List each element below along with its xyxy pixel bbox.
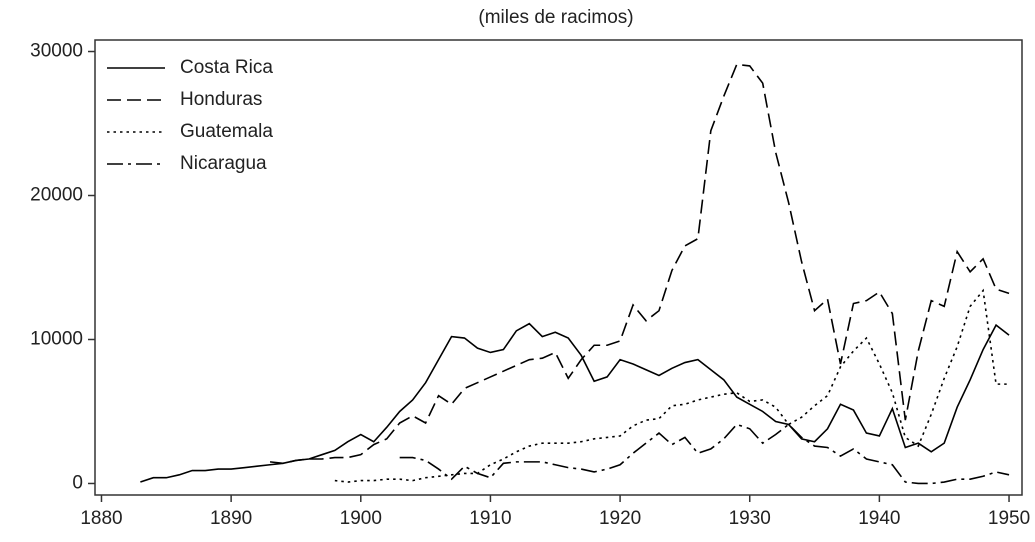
y-tick-label: 0 [72, 472, 83, 493]
chart-title: (miles de racimos) [478, 7, 633, 28]
series-line [334, 288, 1010, 483]
legend-label: Guatemala [180, 121, 273, 142]
series-line [269, 63, 1010, 465]
y-tick-label: 20000 [30, 185, 83, 206]
y-tick-label: 30000 [30, 41, 83, 62]
x-tick-label: 1880 [80, 508, 122, 529]
x-tick-label: 1920 [599, 508, 641, 529]
y-tick-label: 10000 [30, 329, 83, 350]
x-tick-label: 1930 [729, 508, 771, 529]
x-tick-label: 1940 [858, 508, 900, 529]
x-tick-label: 1950 [988, 508, 1030, 529]
x-tick-label: 1910 [469, 508, 511, 529]
plot-frame [94, 39, 1023, 496]
x-tick-label: 1900 [340, 508, 382, 529]
legend-label: Nicaragua [180, 153, 267, 174]
x-tick-label: 1890 [210, 508, 252, 529]
legend-label: Honduras [180, 89, 262, 110]
legend-label: Costa Rica [180, 57, 273, 78]
series-line [399, 423, 1010, 485]
series-line [140, 322, 1010, 483]
